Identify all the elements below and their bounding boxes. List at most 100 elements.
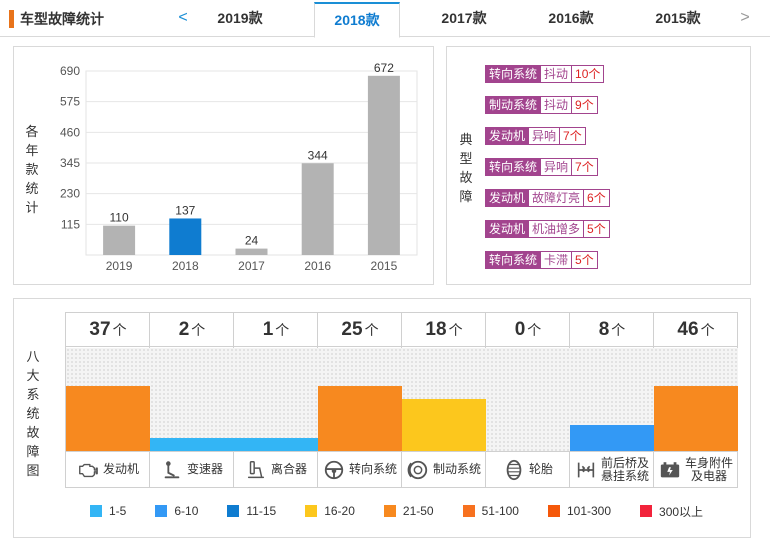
legend-item: 6-10 xyxy=(155,504,198,518)
fault-count: 10个 xyxy=(572,65,605,83)
system-count-unit: 个 xyxy=(448,322,463,338)
fault-item[interactable]: 发动机 故障灯亮 6个 xyxy=(485,189,610,207)
tab-2019[interactable]: 2019款 xyxy=(217,10,263,26)
fault-item[interactable]: 制动系统 抖动 9个 xyxy=(485,96,598,114)
system-name-label: 轮胎 xyxy=(528,462,553,476)
system-count-unit: 个 xyxy=(364,322,379,338)
system-name-line: 前后桥及 xyxy=(600,455,649,470)
system-column: 25 个转向系统 xyxy=(318,313,402,487)
x-tick-label-2015: 2015 xyxy=(371,259,398,273)
bar-2019[interactable] xyxy=(103,225,136,255)
system-column: 8 个前后桥及 悬挂系统 xyxy=(570,313,654,487)
y-tick-label: 345 xyxy=(60,156,80,170)
legend-label: 300以上 xyxy=(659,504,704,519)
system-bar[interactable] xyxy=(570,425,654,451)
fault-system: 发动机 xyxy=(485,127,530,145)
system-count-value: 0 xyxy=(514,319,526,340)
system-bar[interactable] xyxy=(234,438,318,451)
x-tick-label-2018: 2018 xyxy=(172,259,199,273)
system-bar[interactable] xyxy=(318,386,402,451)
bar-2016[interactable] xyxy=(301,163,334,255)
system-column: 0 个轮胎 xyxy=(486,313,570,487)
system-bar[interactable] xyxy=(150,438,234,451)
system-bar-area xyxy=(654,348,738,451)
legend-swatch xyxy=(90,505,102,517)
fault-item[interactable]: 发动机 机油增多 5个 xyxy=(485,220,610,238)
data-label-2019: 110 xyxy=(110,211,129,225)
chevron-left-icon[interactable]: < xyxy=(178,9,188,26)
systems-label: 八大系统故障图 xyxy=(26,349,40,478)
fault-symptom: 机油增多 xyxy=(529,220,585,238)
system-count[interactable]: 37 个 xyxy=(66,313,150,347)
x-tick-label-2016: 2016 xyxy=(304,259,331,273)
tire-icon xyxy=(506,459,522,480)
legend-label: 11-15 xyxy=(246,504,277,518)
system-name-label: 发动机 xyxy=(102,462,139,476)
system-count-unit: 个 xyxy=(191,322,206,338)
tab-2017[interactable]: 2017款 xyxy=(441,10,487,26)
system-name[interactable]: 制动系统 xyxy=(402,451,486,487)
system-count[interactable]: 46 个 xyxy=(654,313,738,347)
system-count[interactable]: 25 个 xyxy=(318,313,402,347)
system-bar[interactable] xyxy=(66,386,150,451)
yearly-stats-panel: 各年款统计 115 230 345 460 575 690 110 2019 137 2018 24… xyxy=(13,46,434,285)
system-bar[interactable] xyxy=(402,399,486,451)
tab-2016[interactable]: 2016款 xyxy=(548,10,594,26)
system-name[interactable]: 前后桥及 悬挂系统 xyxy=(570,451,654,487)
y-tick-label: 690 xyxy=(60,64,80,78)
y-tick-label: 575 xyxy=(60,95,80,109)
tab-2015[interactable]: 2015款 xyxy=(655,10,701,26)
system-name[interactable]: 离合器 xyxy=(234,451,318,487)
fault-item[interactable]: 发动机 异响 7个 xyxy=(485,127,586,145)
data-label-2018: 137 xyxy=(175,203,195,217)
fault-item[interactable]: 转向系统 卡滞 5个 xyxy=(485,251,598,269)
legend-label: 101-300 xyxy=(566,504,612,518)
chart-y-label: 各年款统计 xyxy=(25,124,39,215)
fault-item[interactable]: 转向系统 抖动 10个 xyxy=(485,65,605,83)
system-bar-area xyxy=(486,348,570,451)
system-count[interactable]: 18 个 xyxy=(402,313,486,347)
tab-2018[interactable]: 2018款 xyxy=(314,2,400,38)
eight-systems-panel: 八大系统故障图 37 个发动机 2 个变速器 1 个离合器 25 个转向系统 18 个制动系统 0 个… xyxy=(13,298,751,538)
system-count-unit: 个 xyxy=(700,322,715,338)
fault-symptom: 抖动 xyxy=(541,96,573,114)
system-name-label: 制动系统 xyxy=(432,462,481,476)
system-name[interactable]: 发动机 xyxy=(66,451,150,487)
chevron-right-icon[interactable]: > xyxy=(740,9,750,26)
battery-icon xyxy=(660,461,680,477)
system-name[interactable]: 轮胎 xyxy=(486,451,570,487)
system-name[interactable]: 转向系统 xyxy=(318,451,402,487)
system-name-label: 转向系统 xyxy=(348,462,397,476)
y-tick-label: 230 xyxy=(60,187,80,201)
y-tick-label: 460 xyxy=(60,125,80,139)
system-bar-area xyxy=(150,348,234,451)
faults-label: 典型故障 xyxy=(459,132,473,204)
system-name[interactable]: 变速器 xyxy=(150,451,234,487)
legend-item: 16-20 xyxy=(305,504,355,518)
bar-2015[interactable] xyxy=(367,75,400,255)
color-legend: 1-5 6-10 11-15 16-20 21-50 51-100 101-300 300以上 xyxy=(90,504,732,519)
legend-swatch xyxy=(155,505,168,517)
system-bar[interactable] xyxy=(654,386,738,451)
system-count-value: 18 xyxy=(425,319,447,340)
legend-swatch xyxy=(305,505,318,517)
system-column: 1 个离合器 xyxy=(234,313,318,487)
data-label-2015: 672 xyxy=(374,61,394,75)
fault-item[interactable]: 转向系统 异响 7个 xyxy=(485,158,598,176)
system-name-line: 及电器 xyxy=(690,468,727,483)
header-bar: 车型故障统计 < 2019款 2018款 2017款 2016款 2015款 > xyxy=(0,0,770,38)
system-count-value: 46 xyxy=(677,319,699,340)
legend-swatch xyxy=(462,505,475,517)
data-label-2016: 344 xyxy=(308,148,328,162)
bar-2018[interactable] xyxy=(169,218,202,255)
bar-2017[interactable] xyxy=(235,248,268,255)
system-count-value: 1 xyxy=(262,319,274,340)
system-name[interactable]: 车身附件 及电器 xyxy=(654,451,738,487)
fault-count: 5个 xyxy=(572,251,598,269)
system-name-label: 车身附件 及电器 xyxy=(685,456,733,483)
system-name-label: 前后桥及 悬挂系统 xyxy=(600,455,649,483)
